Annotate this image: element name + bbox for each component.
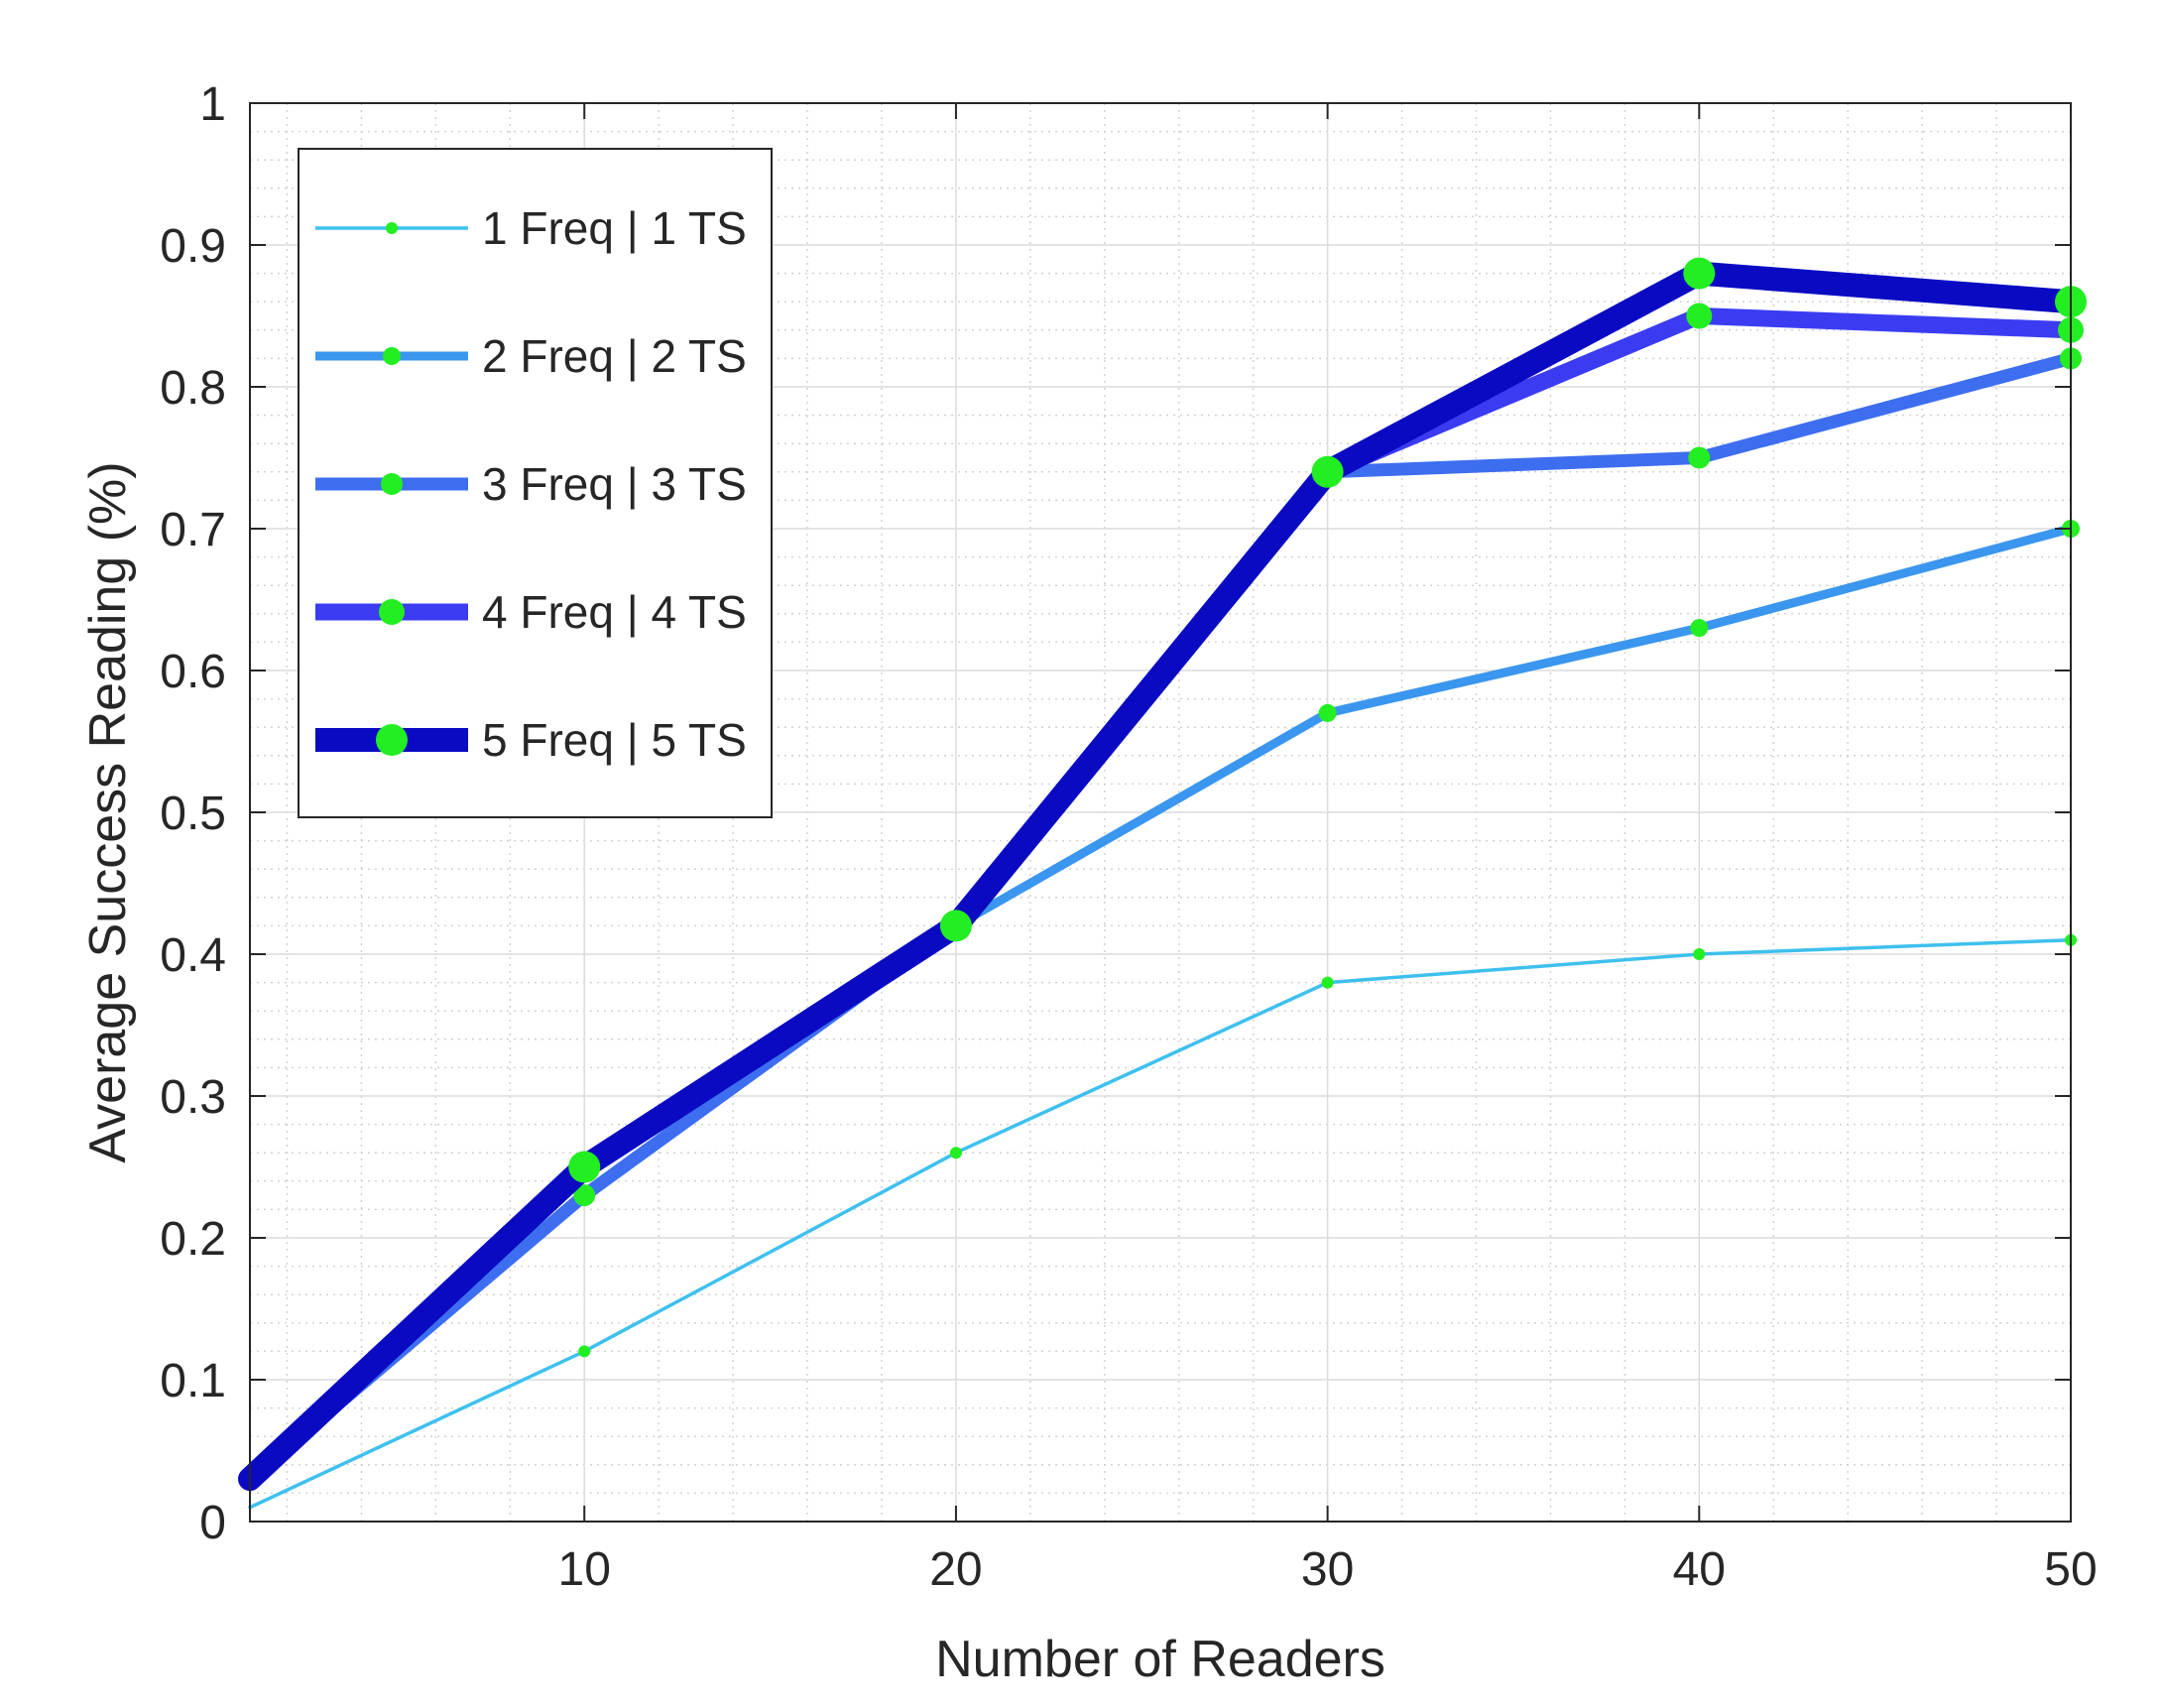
legend-item: 1 Freq | 1 TS <box>315 202 747 254</box>
data-point <box>1686 303 1713 329</box>
y-tick-label: 0.1 <box>160 1355 226 1407</box>
legend-swatch-marker <box>381 473 403 495</box>
y-tick-label: 1 <box>199 78 226 131</box>
y-tick-label: 0.9 <box>160 220 226 273</box>
data-point <box>939 910 972 942</box>
x-tick-label: 20 <box>929 1543 982 1596</box>
y-tick-label: 0.3 <box>160 1071 226 1124</box>
legend-item: 4 Freq | 4 TS <box>315 586 747 638</box>
y-tick-label: 0 <box>199 1497 226 1549</box>
legend-swatch-marker <box>383 347 401 365</box>
series-line <box>248 937 2073 1510</box>
y-tick-label: 0.2 <box>160 1213 226 1266</box>
legend-label: 1 Freq | 1 TS <box>482 202 747 254</box>
data-point <box>1321 976 1334 989</box>
y-tick-label: 0.7 <box>160 504 226 556</box>
x-tick-label: 10 <box>558 1543 611 1596</box>
y-tick-label: 0.6 <box>160 646 226 698</box>
legend-label: 3 Freq | 3 TS <box>482 458 747 510</box>
legend-swatch-marker <box>376 724 408 756</box>
x-axis-title: Number of Readers <box>935 1631 1385 1688</box>
data-point <box>573 1184 596 1207</box>
x-tick-label: 30 <box>1301 1543 1354 1596</box>
x-tick-label: 40 <box>1673 1543 1726 1596</box>
data-point <box>1683 257 1716 290</box>
legend-swatch-marker <box>379 599 405 625</box>
legend-label: 4 Freq | 4 TS <box>482 586 747 638</box>
series-line <box>238 261 2083 1492</box>
legend-label: 5 Freq | 5 TS <box>482 714 747 766</box>
x-axis: 10 20 30 40 50 <box>558 103 2098 1596</box>
series-5 <box>238 257 2087 1492</box>
x-tick-label: 50 <box>2044 1543 2097 1596</box>
data-point <box>949 1147 962 1159</box>
data-point <box>578 1345 591 1358</box>
y-tick-label: 0.5 <box>160 788 226 840</box>
y-tick-label: 0.8 <box>160 362 226 415</box>
series-layer <box>238 257 2087 1510</box>
data-point <box>1690 619 1709 638</box>
legend: 1 Freq | 1 TS 2 Freq | 2 TS 3 Freq | 3 TS 4… <box>298 148 773 818</box>
data-point <box>1318 703 1337 722</box>
data-point <box>1688 446 1711 469</box>
legend-label: 2 Freq | 2 TS <box>482 330 747 382</box>
legend-swatch-marker <box>386 222 398 234</box>
data-point <box>1311 455 1344 488</box>
legend-item: 2 Freq | 2 TS <box>315 330 747 382</box>
legend-item: 5 Freq | 5 TS <box>315 714 747 766</box>
data-point <box>568 1151 601 1183</box>
y-axis: 0 0.1 0.2 0.3 0.4 0.5 0.6 0.7 0.8 0.9 1 <box>160 78 2071 1549</box>
y-axis-title: Average Success Reading (%) <box>79 461 137 1162</box>
data-point <box>1693 948 1706 960</box>
y-tick-label: 0.4 <box>160 929 226 982</box>
legend-item: 3 Freq | 3 TS <box>315 458 747 510</box>
